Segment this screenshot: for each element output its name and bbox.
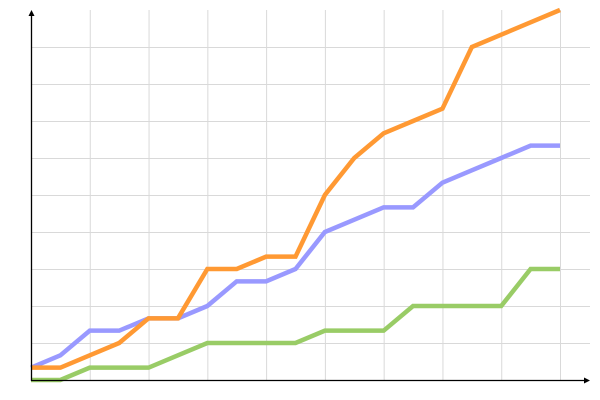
grid [31, 10, 590, 380]
series-line-1 [30, 143, 560, 370]
series-lines [30, 7, 561, 383]
x-axis-arrow [584, 377, 590, 384]
y-axis-arrow [28, 10, 35, 16]
axes [28, 10, 590, 384]
series-line-2 [31, 266, 560, 383]
series-line-3 [31, 7, 561, 370]
